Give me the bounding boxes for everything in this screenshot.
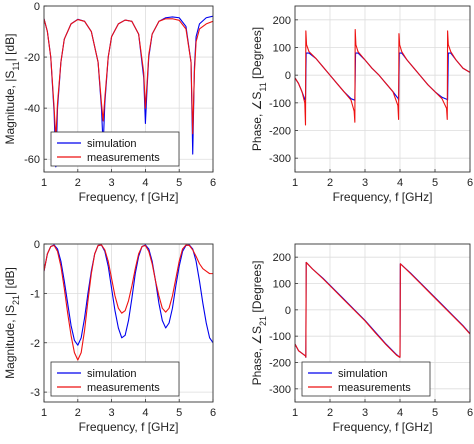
legend: simulation measurements	[50, 131, 180, 167]
x-axis-label: Frequency, f [GHz]	[79, 190, 179, 204]
y-tick-label: 200	[273, 15, 291, 27]
legend-box	[301, 361, 431, 397]
series-line-measurements	[44, 244, 213, 361]
x-tick-label: 1	[41, 177, 47, 189]
y-tick-label: -200	[269, 358, 291, 370]
legend-box	[50, 131, 180, 167]
x-tick-label: 4	[142, 407, 148, 419]
panel-s21-magnitude: 1 2 3 4 5 6 0 -1 -2 -3 Frequency, f [GHz] Magnitude…	[3, 239, 216, 434]
series-group	[44, 15, 213, 168]
x-tick-label: 5	[176, 177, 182, 189]
y-tick-label: -20	[24, 52, 40, 64]
x-tick-label: 6	[210, 407, 216, 419]
y-tick-label: -200	[269, 126, 291, 138]
series-line-simulation	[44, 244, 213, 346]
x-tick-label: 1	[292, 177, 298, 189]
x-tick-label: 5	[432, 407, 438, 419]
legend-label-measurements: measurements	[87, 152, 160, 164]
y-tick-label: 100	[273, 279, 291, 291]
x-tick-label: 1	[292, 407, 298, 419]
x-tick-label: 3	[109, 177, 115, 189]
y-tick-label: 0	[34, 1, 40, 13]
y-tick-label: -100	[269, 331, 291, 343]
legend-label-measurements: measurements	[338, 382, 411, 394]
y-axis-label: Magnitude, |S21| [dB]	[3, 267, 21, 379]
x-tick-label: 6	[210, 177, 216, 189]
y-tick-label: -100	[269, 98, 291, 110]
x-tick-label: 3	[362, 177, 368, 189]
series-group	[44, 244, 213, 361]
legend-label-simulation: simulation	[87, 138, 137, 150]
x-tick-label: 2	[75, 407, 81, 419]
x-tick-label: 3	[362, 407, 368, 419]
x-tick-label: 4	[142, 177, 148, 189]
series-group	[295, 261, 470, 358]
legend-label-simulation: simulation	[338, 368, 388, 380]
x-tick-label: 4	[397, 177, 403, 189]
x-tick-label: 2	[75, 177, 81, 189]
x-axis-label: Frequency, f [GHz]	[333, 420, 433, 434]
y-axis-label: Magnitude, |S11| [dB]	[3, 34, 21, 145]
y-tick-label: -1	[30, 288, 40, 300]
y-axis-label: Phase, ∠S21 [Degrees]	[250, 261, 268, 386]
x-tick-label: 6	[467, 177, 473, 189]
x-tick-label: 5	[176, 407, 182, 419]
series-line-measurements	[295, 261, 470, 358]
x-tick-label: 3	[109, 407, 115, 419]
y-tick-label: 0	[285, 70, 291, 82]
series-group	[295, 28, 470, 126]
y-tick-label: 200	[273, 252, 291, 264]
x-tick-label: 4	[397, 407, 403, 419]
series-line-simulation	[295, 52, 470, 101]
y-tick-label: -2	[30, 338, 40, 350]
panel-s11-phase: 1 2 3 4 5 6 200 100 0 -100 -200 -300 Frequency, f [G…	[250, 5, 473, 204]
legend-label-simulation: simulation	[87, 368, 137, 380]
x-tick-label: 6	[467, 407, 473, 419]
y-tick-label: -40	[24, 103, 40, 115]
series-line-measurements	[295, 28, 470, 126]
y-tick-label: 0	[285, 305, 291, 317]
axes-box	[294, 5, 471, 173]
legend: simulation measurements	[50, 361, 180, 397]
panel-s11-magnitude: 1 2 3 4 5 6 0 -20 -40 -60 Frequency, f [GHz] Magnit…	[3, 1, 216, 204]
axes-box	[43, 5, 214, 173]
x-axis-label: Frequency, f [GHz]	[333, 190, 433, 204]
axes-box	[294, 243, 471, 403]
legend-box	[50, 361, 180, 397]
y-axis-label: Phase, ∠S11 [Degrees]	[250, 27, 268, 151]
x-tick-label: 5	[432, 177, 438, 189]
x-tick-label: 2	[327, 177, 333, 189]
y-tick-label: -60	[24, 154, 40, 166]
series-line-measurements	[44, 18, 213, 140]
y-tick-label: 0	[34, 239, 40, 251]
x-tick-label: 2	[327, 407, 333, 419]
y-tick-label: 100	[273, 43, 291, 55]
y-tick-label: -3	[30, 387, 40, 399]
x-axis-label: Frequency, f [GHz]	[79, 420, 179, 434]
legend-label-measurements: measurements	[87, 382, 160, 394]
panel-s21-phase: 1 2 3 4 5 6 200 100 0 -100 -200 -300 Frequency, f [G…	[250, 243, 473, 434]
y-tick-label: -300	[269, 384, 291, 396]
x-tick-label: 1	[41, 407, 47, 419]
legend: simulation measurements	[301, 361, 431, 397]
axes-box	[43, 243, 214, 403]
y-tick-label: -300	[269, 153, 291, 165]
